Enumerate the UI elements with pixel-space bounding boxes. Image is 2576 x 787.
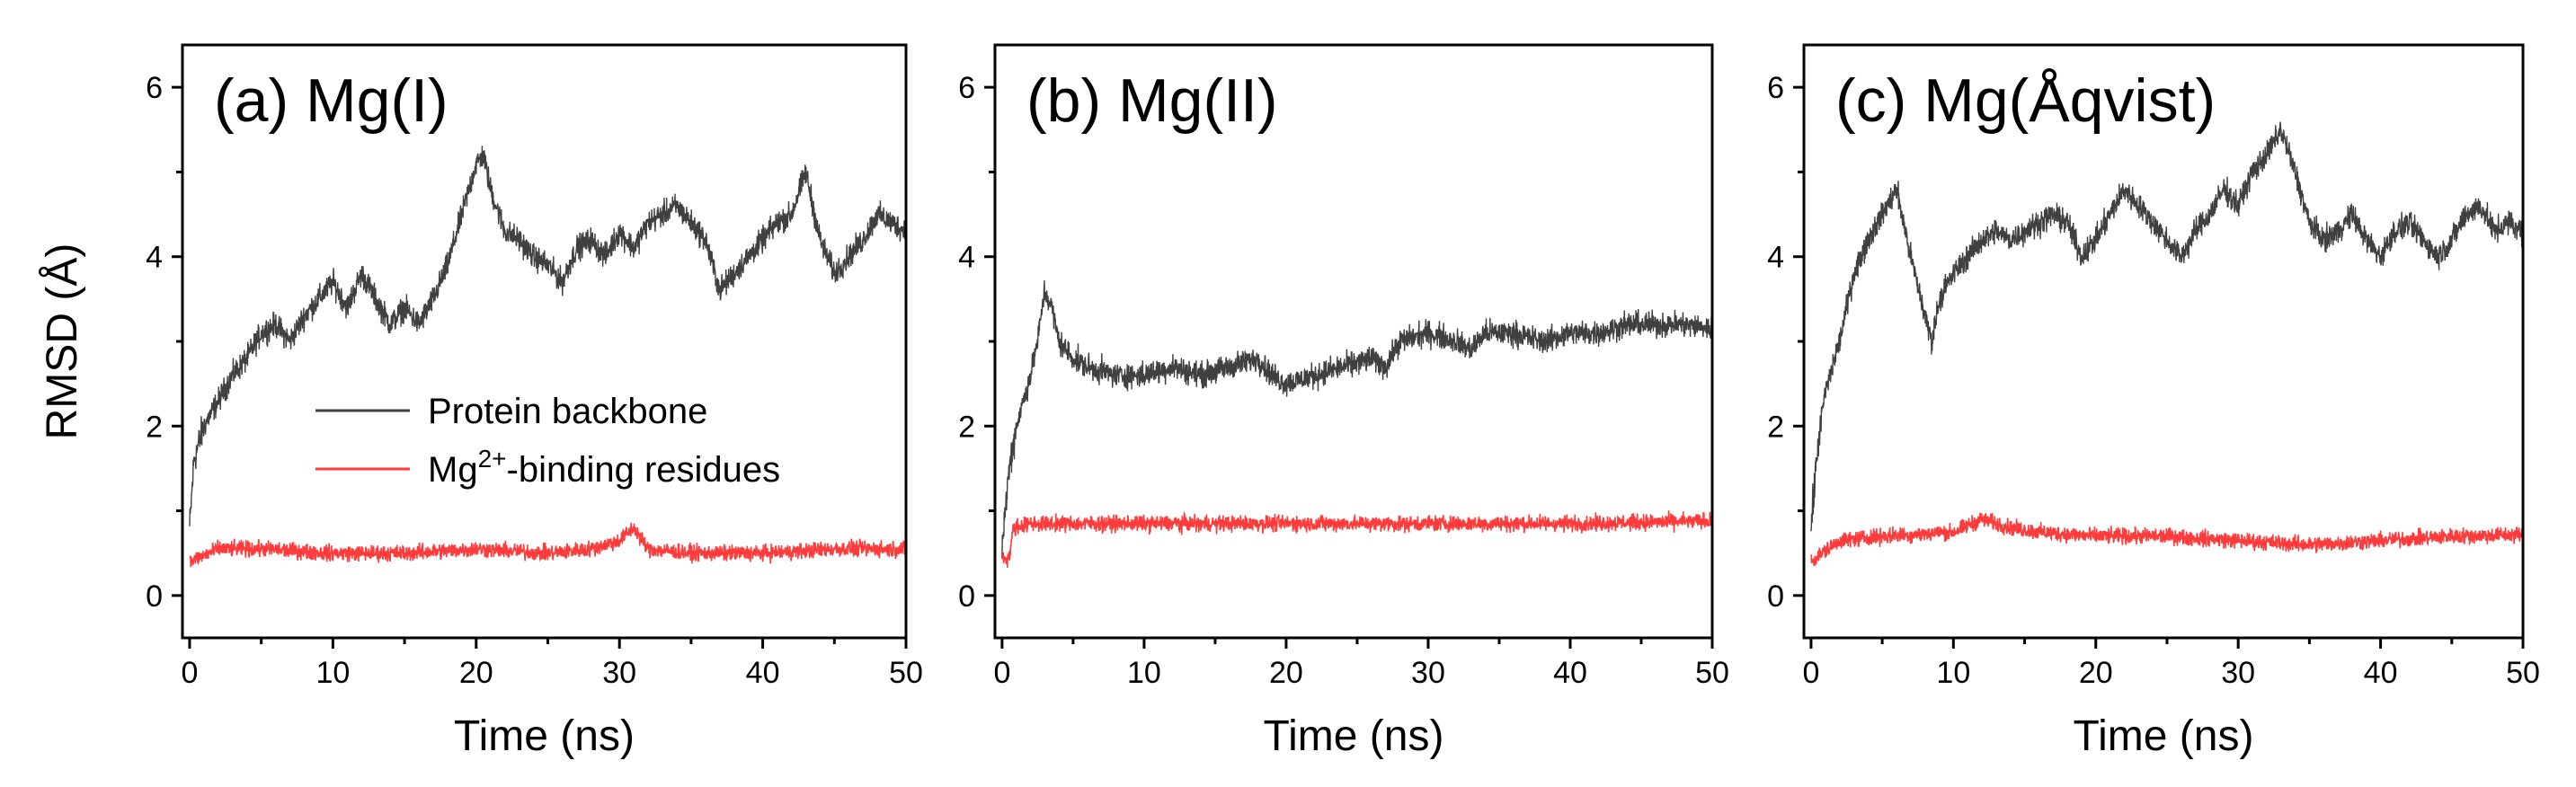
y-tick-label: 0 <box>146 579 163 614</box>
x-tick-label: 40 <box>746 656 780 690</box>
x-tick-label: 10 <box>1936 656 1970 690</box>
x-tick-label: 0 <box>1802 656 1819 690</box>
x-tick-label: 50 <box>2506 656 2540 690</box>
legend-label-superscript: 2+ <box>478 445 507 473</box>
y-tick-label: 2 <box>146 410 163 444</box>
x-tick-label: 20 <box>459 656 493 690</box>
x-tick-label: 40 <box>1553 656 1587 690</box>
y-tick-label: 4 <box>146 241 163 275</box>
y-tick-label: 0 <box>958 579 975 614</box>
x-tick-label: 10 <box>1127 656 1161 690</box>
x-tick-label: 50 <box>889 656 923 690</box>
y-tick-label: 2 <box>958 410 975 444</box>
y-axis-label: RMSD (Å) <box>39 243 86 440</box>
panel-b: 0 10 20 30 40 50 0 2 4 6 Time (ns) (b) Mg(II) <box>958 43 1729 760</box>
x-tick-label: 30 <box>602 656 636 690</box>
x-axis-label: Time (ns) <box>1264 712 1444 760</box>
panel-c: 0 10 20 30 40 50 0 2 4 6 Time (ns) (c) Mg(Åqvist) <box>1767 43 2540 760</box>
plot-area <box>189 146 906 568</box>
legend-label-rest: -binding residues <box>507 450 781 490</box>
x-tick-label: 30 <box>2221 656 2255 690</box>
x-tick-label: 0 <box>182 656 199 690</box>
panel-title: (c) Mg(Åqvist) <box>1835 66 2216 135</box>
x-tick-label: 50 <box>1695 656 1729 690</box>
y-tick-label: 6 <box>958 71 975 105</box>
x-tick-label: 40 <box>2364 656 2398 690</box>
series-line-protein-backbone <box>189 146 906 526</box>
y-tick-label: 2 <box>1767 410 1784 444</box>
series-line-mg-binding-residues <box>189 522 906 568</box>
x-tick-label: 0 <box>993 656 1010 690</box>
panel-title: (a) Mg(I) <box>214 66 449 135</box>
legend-label: Protein backbone <box>428 392 707 431</box>
y-tick-label: 4 <box>1767 241 1784 275</box>
x-tick-label: 20 <box>2079 656 2113 690</box>
legend: Protein backbone Mg2+-binding residues <box>315 392 780 490</box>
y-tick-label: 6 <box>146 71 163 105</box>
x-axis-label: Time (ns) <box>454 712 635 760</box>
series-line-protein-backbone <box>1001 280 1712 559</box>
panel-title: (b) Mg(II) <box>1026 66 1278 135</box>
x-tick-label: 10 <box>315 656 350 690</box>
y-tick-label: 6 <box>1767 71 1784 105</box>
series-line-mg-binding-residues <box>1001 510 1712 568</box>
x-tick-label: 30 <box>1411 656 1445 690</box>
panel-a: 0 10 20 30 40 50 0 2 4 6 Time (ns) RMSD (Å) (a) Mg(I… <box>39 43 923 760</box>
plot-area <box>1001 280 1712 568</box>
legend-label-main: Mg <box>428 450 478 490</box>
series-line-mg-binding-residues <box>1810 512 2523 567</box>
legend-label: Mg2+-binding residues <box>428 445 780 490</box>
series-line-protein-backbone <box>1810 121 2523 532</box>
x-tick-label: 20 <box>1269 656 1303 690</box>
x-axis-label: Time (ns) <box>2074 712 2254 760</box>
plot-area <box>1810 121 2523 567</box>
y-tick-label: 4 <box>958 241 975 275</box>
y-tick-label: 0 <box>1767 579 1784 614</box>
